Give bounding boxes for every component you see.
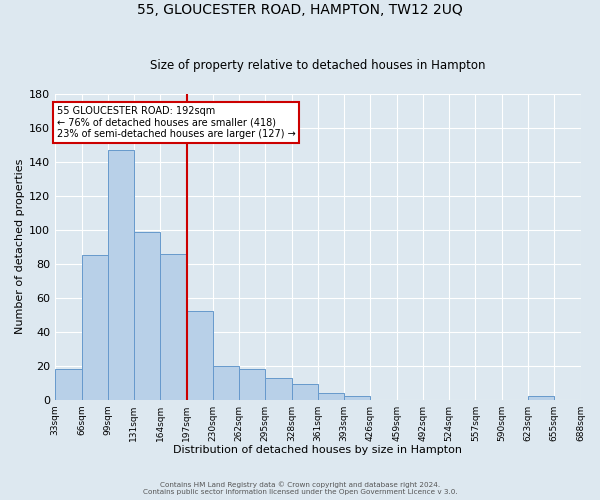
Bar [318,393,344,400]
Bar [529,396,554,400]
Bar [187,312,213,400]
Bar [265,378,292,400]
Bar [292,384,318,400]
X-axis label: Distribution of detached houses by size in Hampton: Distribution of detached houses by size … [173,445,463,455]
Bar [239,369,265,400]
Bar [55,369,82,400]
Text: 55 GLOUCESTER ROAD: 192sqm
← 76% of detached houses are smaller (418)
23% of sem: 55 GLOUCESTER ROAD: 192sqm ← 76% of deta… [57,106,296,139]
Text: Contains HM Land Registry data © Crown copyright and database right 2024.
Contai: Contains HM Land Registry data © Crown c… [143,482,457,495]
Bar [344,396,370,400]
Title: Size of property relative to detached houses in Hampton: Size of property relative to detached ho… [150,59,485,72]
Bar [213,366,239,400]
Bar [108,150,134,400]
Bar [160,254,187,400]
Bar [134,232,160,400]
Bar [82,256,108,400]
Text: 55, GLOUCESTER ROAD, HAMPTON, TW12 2UQ: 55, GLOUCESTER ROAD, HAMPTON, TW12 2UQ [137,2,463,16]
Y-axis label: Number of detached properties: Number of detached properties [15,159,25,334]
